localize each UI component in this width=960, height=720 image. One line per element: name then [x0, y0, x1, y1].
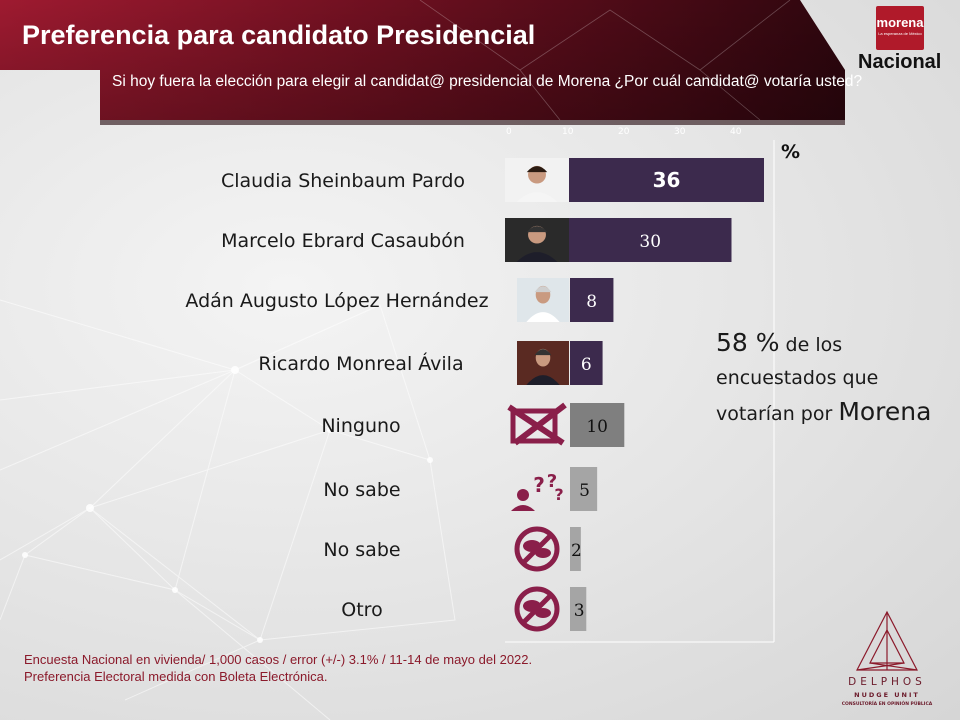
footnote-line2: Preferencia Electoral medida con Boleta …: [24, 669, 328, 684]
morena-logo: morena La esperanza de México: [876, 6, 924, 50]
checkbox-frame: [510, 408, 558, 444]
photo-body: [516, 252, 558, 262]
data-label: 8: [586, 292, 597, 312]
data-label: 3: [574, 601, 585, 621]
bar-row: Adán Augusto López Hernández 8: [185, 278, 614, 322]
axis-tick-label: 10: [562, 127, 574, 137]
prohibition-slash: [521, 533, 553, 565]
bar: [570, 403, 625, 447]
category-label: Claudia Sheinbaum Pardo: [221, 170, 465, 192]
crossed-box-icon: [507, 402, 567, 446]
header-band: [0, 0, 960, 125]
data-label: 6: [581, 355, 592, 375]
axis-tick-label: 20: [618, 127, 630, 137]
photo-body: [526, 312, 560, 322]
photo-icon: [505, 158, 569, 202]
delphos-sub: NUDGE UNIT: [854, 691, 920, 699]
axis-tick-label: 30: [674, 127, 686, 137]
category-label: No sabe: [323, 479, 400, 501]
bar: [570, 467, 598, 511]
axis-tick-label: 40: [730, 127, 742, 137]
callout: 58 % de los encuestados que votarían por…: [716, 326, 951, 431]
logo-tagline: La esperanza de México: [878, 31, 922, 36]
prohibition-slash: [521, 593, 553, 625]
cross-mark: [507, 402, 567, 446]
shoulders-shape: [511, 505, 535, 511]
delphos-name: DELPHOS: [848, 676, 926, 688]
photo-icon: [517, 278, 569, 322]
head-shape: [517, 489, 529, 501]
data-label: 36: [653, 168, 681, 192]
bar-row: Otro 3: [341, 586, 587, 632]
axis-tick-label: 0: [506, 127, 512, 137]
bar-row: Ricardo Monreal Ávila 6: [258, 341, 603, 385]
callout-number: 58 %: [716, 328, 780, 357]
photo-hair: [526, 166, 548, 173]
category-label: Ninguno: [321, 415, 400, 437]
bar-row: Marcelo Ebrard Casaubón 30: [221, 218, 732, 262]
photo-icon: [517, 341, 569, 385]
photo-hair: [526, 226, 548, 233]
bar-row: Claudia Sheinbaum Pardo 36: [221, 158, 764, 202]
unit-label: %: [781, 141, 800, 163]
data-label: 5: [579, 481, 590, 501]
photo-body: [516, 192, 558, 202]
footnote: Encuesta Nacional en vivienda/ 1,000 cas…: [24, 651, 532, 685]
bar-row: Ninguno 10: [321, 402, 625, 447]
bar: [570, 341, 603, 385]
callout-party: Morena: [838, 397, 932, 426]
bar: [569, 158, 764, 202]
data-label: 10: [586, 417, 608, 437]
callout-line1: de los: [779, 334, 843, 356]
question-mark: ?: [547, 471, 557, 492]
photo-body: [526, 375, 560, 385]
prohibition-ring: [514, 586, 560, 632]
bar-row: No sabe 2: [323, 526, 582, 572]
no-talking-icon: [514, 526, 560, 572]
page-title: Preferencia para candidato Presidencial: [22, 20, 536, 50]
survey-question: Si hoy fuera la elección para elegir al …: [112, 73, 863, 90]
prohibition-ring: [514, 526, 560, 572]
delphos-triangle-icon: [856, 610, 918, 671]
no-talking-icon: [514, 586, 560, 632]
bar: [569, 218, 732, 262]
photo-hair: [534, 286, 552, 293]
callout-line2: encuestados que: [716, 367, 879, 389]
logo-text: morena: [876, 15, 924, 30]
question-mark: ?: [554, 485, 563, 504]
bar-row: No sabe??? 5: [323, 467, 598, 511]
delphos-logo: DELPHOS NUDGE UNIT CONSULTORÍA EN OPINIÓ…: [826, 608, 948, 716]
bar: [570, 527, 581, 571]
question-mark: ?: [533, 473, 545, 497]
question-head-icon: ???: [511, 471, 564, 511]
category-label: No sabe: [323, 539, 400, 561]
photo-icon: [505, 218, 569, 262]
callout-line3: votarían por: [716, 403, 839, 425]
category-label: Marcelo Ebrard Casaubón: [221, 230, 465, 252]
bar: [570, 587, 587, 631]
delphos-tagline: CONSULTORÍA EN OPINIÓN PÚBLICA: [841, 702, 933, 707]
photo-hair: [534, 349, 552, 356]
category-label: Adán Augusto López Hernández: [185, 290, 488, 312]
scope-badge: Nacional: [858, 51, 942, 73]
bar: [570, 278, 614, 322]
data-label: 2: [571, 541, 582, 561]
footnote-line1: Encuesta Nacional en vivienda/ 1,000 cas…: [24, 652, 533, 667]
data-label: 30: [639, 232, 661, 252]
category-label: Ricardo Monreal Ávila: [258, 352, 463, 375]
category-label: Otro: [341, 599, 382, 621]
